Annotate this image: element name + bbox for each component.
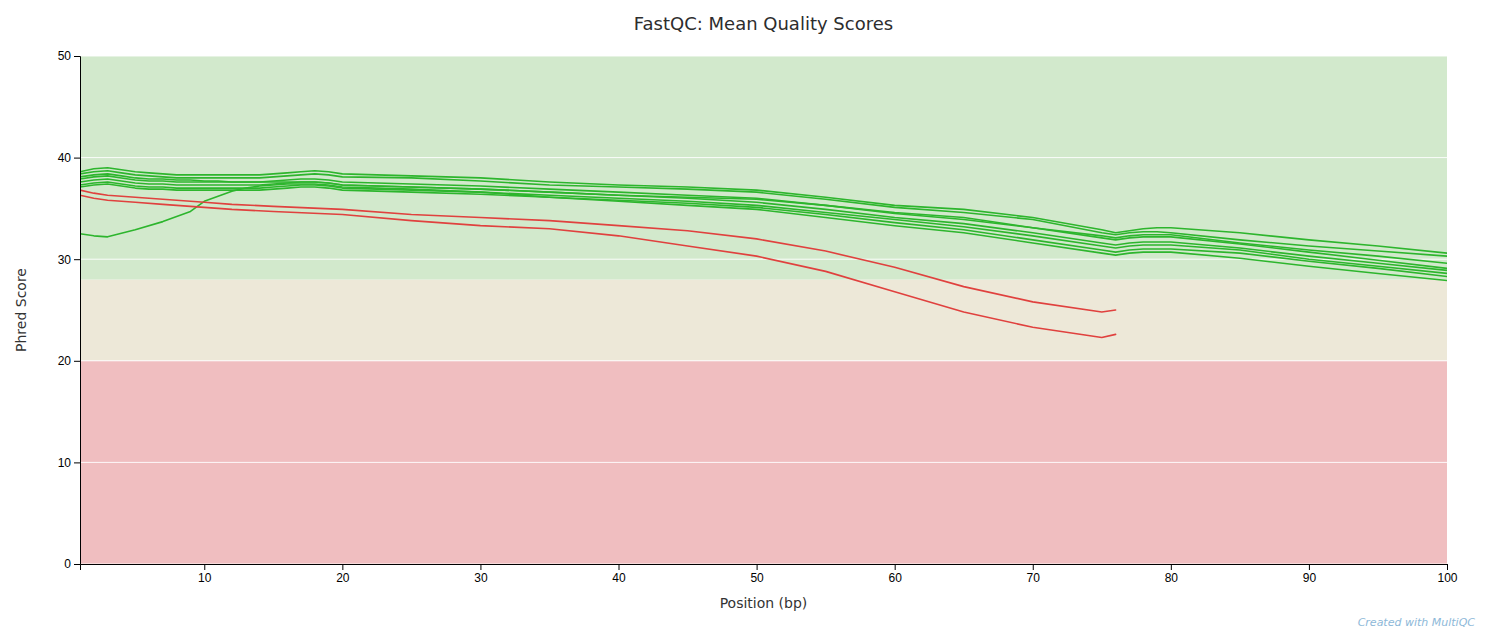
tick-mark (1309, 564, 1310, 570)
tick: 50 (58, 49, 80, 63)
axis-line (74, 57, 81, 565)
tick: 90 (1303, 564, 1317, 585)
tick: 80 (1165, 564, 1179, 585)
tick-label: 40 (58, 151, 72, 165)
tick: 40 (612, 564, 626, 585)
tick: 0 (64, 557, 80, 571)
grid-line (80, 564, 1447, 565)
series-line (80, 176, 1447, 268)
tick: 30 (474, 564, 488, 585)
tick-mark (74, 462, 80, 463)
y-axis: 0 10 20 30 40 50 (58, 49, 81, 571)
tick-label: 50 (58, 49, 72, 63)
tick-label: 80 (1165, 571, 1179, 585)
tick-mark (619, 564, 620, 570)
tick-mark (757, 564, 758, 570)
tick: 60 (888, 564, 902, 585)
tick-label: 90 (1303, 571, 1317, 585)
y-axis-label: Phred Score (13, 268, 29, 352)
tick-label: 10 (198, 571, 212, 585)
tick-label: 50 (750, 571, 764, 585)
tick-mark (74, 56, 80, 57)
tick: 20 (336, 564, 350, 585)
tick-label: 30 (474, 571, 488, 585)
title: FastQC: Mean Quality Scores (634, 13, 893, 34)
tick-mark (1171, 564, 1172, 570)
series-line (80, 190, 1116, 312)
grid-line (80, 360, 1447, 361)
series-line (80, 179, 1447, 270)
tick-label: 40 (612, 571, 626, 585)
tick: 10 (58, 456, 80, 470)
series-line (80, 184, 1447, 276)
tick: 40 (58, 151, 80, 165)
tick-mark (1447, 564, 1448, 570)
tick-mark (74, 564, 80, 565)
tick: 50 (750, 564, 764, 585)
tick: 70 (1027, 564, 1041, 585)
tick: 30 (58, 253, 80, 267)
x-axis-label: Position (bp) (720, 595, 808, 611)
tick-label: 10 (58, 456, 72, 470)
annotation: Created with MultiQC (1358, 616, 1476, 629)
tick-mark (480, 564, 481, 570)
tick-label: 60 (888, 571, 902, 585)
grid-line (80, 56, 1447, 57)
band (80, 280, 1447, 361)
tick-mark (342, 564, 343, 570)
tick-mark (895, 564, 896, 570)
series-line (80, 182, 1447, 273)
tick-mark (1033, 564, 1034, 570)
tick-mark (74, 158, 80, 159)
tick-label: 30 (58, 253, 72, 267)
x-axis: 10 20 30 40 50 60 70 80 90 100 (81, 564, 1458, 585)
tick-label: 20 (336, 571, 350, 585)
band (80, 361, 1447, 564)
tick-label: 0 (64, 557, 71, 571)
axis-line (81, 565, 1448, 571)
plot-area (80, 56, 1447, 564)
tick-mark (74, 259, 80, 260)
tick: 10 (198, 564, 212, 585)
band (80, 56, 1447, 280)
grid-line (80, 462, 1447, 463)
plot: 10 20 30 40 50 60 70 80 90 100 0 10 20 30 40 50 (58, 49, 1458, 584)
series-line (80, 195, 1116, 337)
tick: 100 (1437, 564, 1457, 585)
grid-line (80, 157, 1447, 158)
tick-label: 100 (1437, 571, 1457, 585)
tick: 20 (58, 354, 80, 368)
tick-mark (204, 564, 205, 570)
chart: 10 20 30 40 50 60 70 80 90 100 0 10 20 30 40 50 FastQC: … (0, 0, 1487, 634)
tick-mark (74, 361, 80, 362)
tick-label: 20 (58, 354, 72, 368)
tick-label: 70 (1027, 571, 1041, 585)
